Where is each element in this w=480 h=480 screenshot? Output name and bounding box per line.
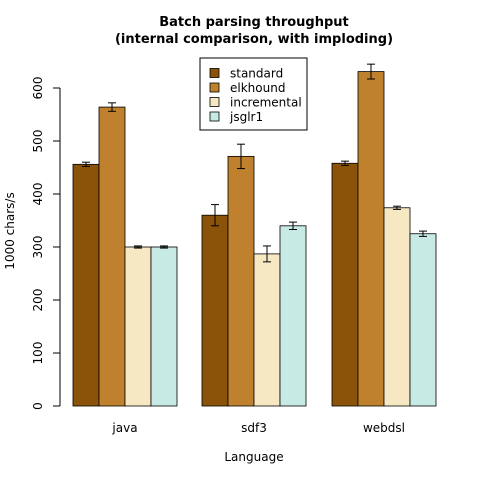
legend-swatch-incremental <box>209 97 220 107</box>
bar-incremental-java <box>124 246 152 407</box>
x-axis-label: Language <box>224 450 283 464</box>
legend-label-incremental: incremental <box>230 96 302 110</box>
legend-label-elkhound: elkhound <box>230 81 285 95</box>
chart-title: Batch parsing throughput <box>159 15 349 30</box>
y-tick-label: 600 <box>31 77 45 100</box>
legend-label-jsglr1: jsglr1 <box>229 110 263 124</box>
legend-label-standard: standard <box>230 67 283 81</box>
bars-layer <box>72 63 437 407</box>
legend-swatch-standard <box>209 68 220 78</box>
y-tick-label: 400 <box>31 183 45 206</box>
bar-elkhound-java <box>98 106 126 407</box>
x-tick-label-java: java <box>111 421 137 435</box>
bar-standard-sdf3 <box>201 214 229 407</box>
x-tick-label-webdsl: webdsl <box>363 421 405 435</box>
bar-elkhound-webdsl <box>357 71 385 407</box>
legend-swatch-elkhound <box>209 82 220 93</box>
bar-standard-java <box>72 163 100 407</box>
legend-swatch-jsglr1 <box>209 111 220 122</box>
bar-incremental-webdsl <box>383 207 411 407</box>
bar-elkhound-sdf3 <box>227 155 255 407</box>
bar-standard-webdsl <box>331 162 359 407</box>
y-axis: 0 100 200 300 400 500 600 <box>31 77 61 410</box>
y-axis-label: 1000 chars/s <box>3 192 17 269</box>
bar-jsglr1-webdsl <box>409 233 437 407</box>
y-tick-label: 500 <box>31 130 45 153</box>
y-tick-label: 200 <box>31 289 45 312</box>
y-tick-label: 300 <box>31 236 45 259</box>
bar-jsglr1-java <box>150 246 178 407</box>
bar-incremental-sdf3 <box>253 253 281 407</box>
bar-jsglr1-sdf3 <box>279 225 307 407</box>
y-tick-label: 100 <box>31 342 45 365</box>
x-axis: java sdf3 webdsl <box>111 421 405 435</box>
x-tick-label-sdf3: sdf3 <box>241 421 267 435</box>
chart-subtitle: (internal comparison, with imploding) <box>115 32 393 47</box>
y-tick-label: 0 <box>31 402 45 410</box>
